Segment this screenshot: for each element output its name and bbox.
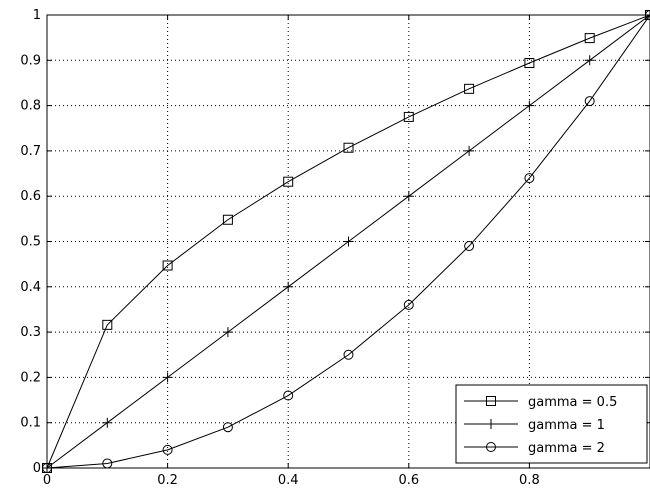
x-tick-label: 0.4: [278, 473, 299, 488]
grid-lines: [47, 15, 650, 468]
legend-marker: [486, 396, 496, 406]
y-tick-label: 0.5: [20, 235, 41, 250]
legend-item: gamma = 0.5: [464, 395, 617, 410]
data-point: [283, 281, 294, 292]
y-tick-label: 0.3: [20, 325, 41, 340]
data-point: [162, 260, 173, 271]
legend-label: gamma = 2: [528, 441, 605, 456]
legend-marker: [486, 442, 496, 452]
data-point: [524, 173, 535, 184]
data-point: [343, 349, 354, 360]
data-point: [283, 176, 294, 187]
axis-ticks: 0 0.2 0.4 0.6 0.8 0 0.1 0.2 0.3 0.4 0.5 0.6 0.7 0.8 0.…: [20, 8, 650, 488]
data-point: [162, 444, 173, 455]
data-point: [464, 83, 475, 94]
data-point: [584, 55, 595, 66]
data-point: [102, 417, 113, 428]
data-point: [283, 390, 294, 401]
x-tick-label: 0.6: [398, 473, 419, 488]
legend: gamma = 0.5 gamma = 1 gamma = 2: [455, 384, 648, 464]
y-tick-label: 0.4: [20, 280, 41, 295]
legend-label: gamma = 0.5: [528, 395, 617, 410]
series-line: [46, 14, 650, 469]
y-tick-label: 0: [33, 461, 41, 476]
y-tick-label: 0.8: [20, 99, 41, 114]
data-point: [403, 299, 414, 310]
x-tick-label: 0: [43, 473, 51, 488]
data-point: [403, 111, 414, 122]
data-point: [584, 33, 595, 44]
y-tick-label: 0.6: [20, 189, 41, 204]
x-tick-label: 0.8: [519, 473, 540, 488]
y-tick-label: 0.9: [20, 53, 41, 68]
y-tick-label: 0.2: [20, 370, 41, 385]
data-point: [102, 319, 113, 330]
y-tick-label: 1: [33, 8, 41, 23]
series-line: [46, 14, 650, 469]
legend-marker: [486, 419, 496, 429]
legend-item: gamma = 1: [464, 418, 605, 433]
data-point: [162, 372, 173, 383]
data-point: [343, 236, 354, 247]
data-point: [524, 58, 535, 69]
data-point: [222, 422, 233, 433]
data-point: [464, 145, 475, 156]
data-point: [343, 142, 354, 153]
y-tick-label: 0.1: [20, 416, 41, 431]
data-point: [222, 327, 233, 338]
y-tick-label: 0.7: [20, 144, 41, 159]
data-point: [464, 241, 475, 252]
data-point: [524, 100, 535, 111]
data-point: [584, 96, 595, 107]
x-tick-label: 0.2: [157, 473, 178, 488]
data-point: [222, 214, 233, 225]
legend-label: gamma = 1: [528, 418, 605, 433]
data-point: [403, 191, 414, 202]
legend-item: gamma = 2: [464, 441, 605, 456]
